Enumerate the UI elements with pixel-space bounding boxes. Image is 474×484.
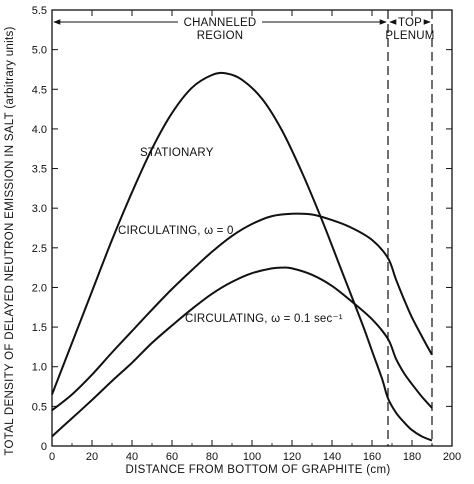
y-tick-label: 0 [41, 441, 47, 453]
y-tick-label: 5.5 [32, 5, 47, 17]
series-lines [51, 71, 433, 442]
y-tick-label: 2.0 [32, 282, 47, 294]
y-tick-label: 1.5 [32, 322, 47, 334]
series-line-circulating-0-1-sec [51, 266, 433, 438]
region-label-plenum: PLENUM [385, 30, 434, 42]
x-axis: 0 20 40 60 80 100 120 140 160 180 200 [49, 10, 461, 463]
series-label-circulating-0-1-sec: CIRCULATING, ω = 0.1 sec⁻¹ [185, 313, 343, 325]
series-annotations: STATIONARY CIRCULATING, ω = 0 CIRCULATING,… [118, 147, 343, 325]
region-label-top: TOP [398, 17, 422, 29]
series-line-circulating-0 [51, 212, 433, 412]
x-tick-label: 120 [283, 451, 301, 463]
y-tick-label: 1.0 [32, 362, 47, 374]
y-tick-label: 4.0 [32, 124, 47, 136]
series-label-circulating-0: CIRCULATING, ω = 0 [118, 225, 234, 237]
x-tick-label: 200 [443, 451, 461, 463]
region-label-region: REGION [197, 30, 244, 42]
y-tick-label: 2.5 [32, 243, 47, 255]
y-tick-label: 3.5 [32, 164, 47, 176]
x-tick-label: 60 [166, 451, 178, 463]
y-tick-label: 3.0 [32, 203, 47, 215]
x-tick-label: 0 [49, 451, 55, 463]
x-tick-label: 20 [86, 451, 98, 463]
x-tick-label: 80 [206, 451, 218, 463]
y-tick-label: 5.0 [32, 45, 47, 57]
y-axis-label: TOTAL DENSITY OF DELAYED NEUTRON EMISSIO… [4, 26, 16, 455]
x-tick-label: 100 [243, 451, 261, 463]
region-label-channeled: CHANNELED [184, 17, 257, 29]
x-tick-label: 160 [363, 451, 381, 463]
y-axis: 0 0.5 1.0 1.5 2.0 2.5 3.0 3.5 4.0 4.5 5.0 5.5 [32, 5, 452, 453]
x-axis-label: DISTANCE FROM BOTTOM OF GRAPHITE (cm) [126, 464, 391, 476]
x-tick-label: 40 [126, 451, 138, 463]
x-tick-label: 180 [403, 451, 421, 463]
x-tick-label: 140 [323, 451, 341, 463]
y-tick-label: 4.5 [32, 84, 47, 96]
series-label-stationary: STATIONARY [140, 147, 214, 159]
series-line-stationary [51, 71, 433, 442]
y-tick-label: 0.5 [32, 401, 47, 413]
